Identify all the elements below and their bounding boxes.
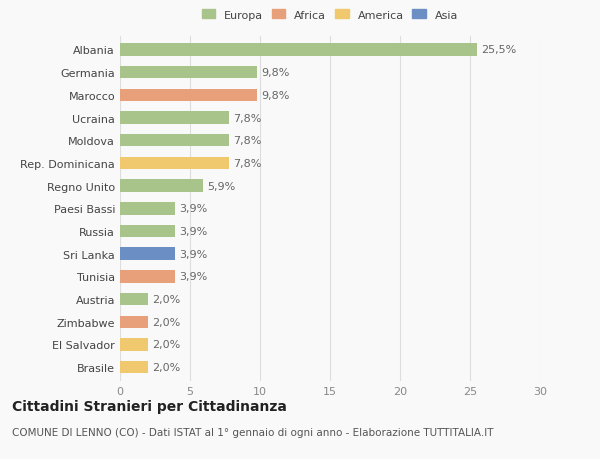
- Bar: [120, 180, 203, 192]
- Text: 25,5%: 25,5%: [481, 45, 517, 55]
- Text: 7,8%: 7,8%: [233, 113, 262, 123]
- Text: 3,9%: 3,9%: [179, 272, 207, 282]
- Text: 2,0%: 2,0%: [152, 363, 181, 372]
- Bar: [120, 338, 148, 351]
- Bar: [120, 134, 229, 147]
- Text: 3,9%: 3,9%: [179, 226, 207, 236]
- Text: 7,8%: 7,8%: [233, 158, 262, 168]
- Bar: [120, 316, 148, 328]
- Bar: [120, 293, 148, 306]
- Text: 2,0%: 2,0%: [152, 317, 181, 327]
- Bar: [120, 44, 477, 56]
- Bar: [120, 361, 148, 374]
- Text: COMUNE DI LENNO (CO) - Dati ISTAT al 1° gennaio di ogni anno - Elaborazione TUTT: COMUNE DI LENNO (CO) - Dati ISTAT al 1° …: [12, 427, 493, 437]
- Bar: [120, 67, 257, 79]
- Bar: [120, 270, 175, 283]
- Bar: [120, 225, 175, 238]
- Bar: [120, 248, 175, 260]
- Bar: [120, 112, 229, 124]
- Text: 2,0%: 2,0%: [152, 294, 181, 304]
- Text: 7,8%: 7,8%: [233, 136, 262, 146]
- Text: Cittadini Stranieri per Cittadinanza: Cittadini Stranieri per Cittadinanza: [12, 399, 287, 413]
- Text: 9,8%: 9,8%: [262, 90, 290, 101]
- Bar: [120, 157, 229, 170]
- Bar: [120, 202, 175, 215]
- Text: 2,0%: 2,0%: [152, 340, 181, 350]
- Text: 5,9%: 5,9%: [207, 181, 235, 191]
- Text: 9,8%: 9,8%: [262, 68, 290, 78]
- Text: 3,9%: 3,9%: [179, 249, 207, 259]
- Legend: Europa, Africa, America, Asia: Europa, Africa, America, Asia: [200, 8, 460, 22]
- Bar: [120, 90, 257, 102]
- Text: 3,9%: 3,9%: [179, 204, 207, 214]
